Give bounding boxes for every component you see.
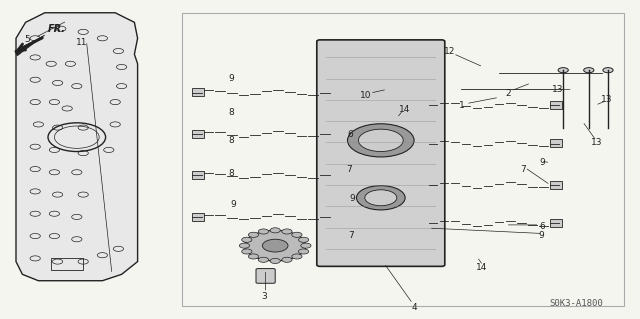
Circle shape <box>262 239 288 252</box>
Circle shape <box>298 237 308 242</box>
Text: FR.: FR. <box>48 25 66 34</box>
Circle shape <box>259 229 269 234</box>
Text: 8: 8 <box>229 137 234 145</box>
Circle shape <box>298 249 308 254</box>
Text: 14: 14 <box>476 263 487 272</box>
Bar <box>192 88 204 96</box>
Text: 8: 8 <box>229 169 234 178</box>
Circle shape <box>301 243 311 248</box>
Bar <box>51 258 83 270</box>
Text: S0K3-A1800: S0K3-A1800 <box>549 299 603 308</box>
Circle shape <box>242 249 252 254</box>
Circle shape <box>603 68 613 73</box>
Circle shape <box>270 258 280 263</box>
Circle shape <box>292 254 302 259</box>
Text: 7: 7 <box>521 165 526 174</box>
Text: 8: 8 <box>229 108 234 117</box>
Circle shape <box>282 229 292 234</box>
Circle shape <box>248 232 259 237</box>
Text: 13: 13 <box>591 138 602 147</box>
Bar <box>192 171 204 179</box>
Circle shape <box>259 257 269 262</box>
Text: 9: 9 <box>349 194 355 203</box>
Circle shape <box>358 129 403 152</box>
Text: 9: 9 <box>229 74 234 83</box>
Text: 13: 13 <box>552 85 564 94</box>
Text: 4: 4 <box>412 303 417 312</box>
Text: 3: 3 <box>261 292 266 300</box>
Text: 6: 6 <box>540 222 545 231</box>
Text: 9: 9 <box>540 158 545 167</box>
Text: 14: 14 <box>399 105 410 114</box>
FancyBboxPatch shape <box>256 269 275 283</box>
Text: 9: 9 <box>231 200 236 209</box>
Circle shape <box>270 228 280 233</box>
Text: 12: 12 <box>444 47 455 56</box>
Circle shape <box>248 254 259 259</box>
Bar <box>550 101 562 109</box>
Text: 2: 2 <box>506 89 511 98</box>
Bar <box>182 13 624 306</box>
Text: 11: 11 <box>76 38 88 47</box>
Bar <box>550 219 562 227</box>
Text: 13: 13 <box>601 95 612 104</box>
Text: 6: 6 <box>348 130 353 139</box>
Circle shape <box>244 230 306 261</box>
Circle shape <box>239 243 250 248</box>
Polygon shape <box>15 35 45 56</box>
Circle shape <box>292 232 302 237</box>
Circle shape <box>584 68 594 73</box>
Text: 1: 1 <box>460 101 465 110</box>
Polygon shape <box>16 13 138 281</box>
Bar <box>192 130 204 138</box>
Text: 5: 5 <box>24 35 29 44</box>
Text: 9: 9 <box>538 231 543 240</box>
Circle shape <box>282 257 292 262</box>
Circle shape <box>558 68 568 73</box>
Circle shape <box>356 186 405 210</box>
Bar <box>550 139 562 147</box>
Text: 10: 10 <box>360 91 372 100</box>
Circle shape <box>348 124 414 157</box>
Circle shape <box>365 190 397 206</box>
Bar <box>192 213 204 221</box>
Bar <box>550 181 562 189</box>
Text: 7: 7 <box>348 231 353 240</box>
Text: 7: 7 <box>346 165 351 174</box>
Circle shape <box>242 237 252 242</box>
FancyBboxPatch shape <box>317 40 445 266</box>
